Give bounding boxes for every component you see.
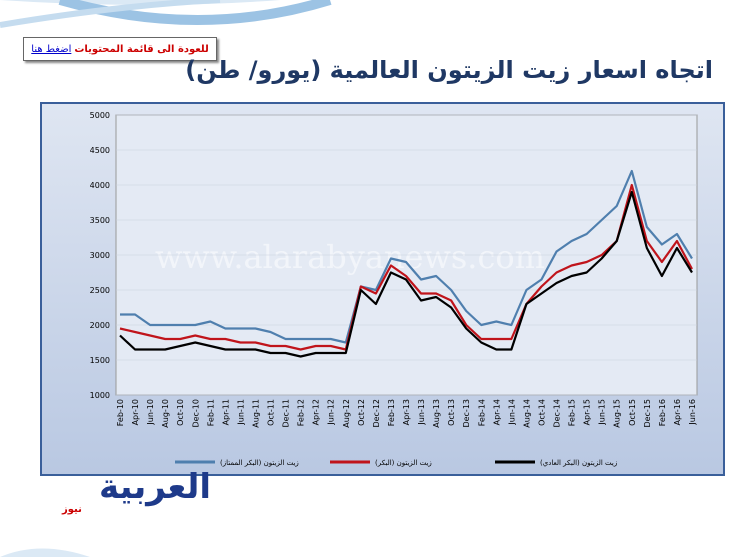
x-tick-label: Aug-12 bbox=[342, 399, 351, 428]
series-line bbox=[119, 183, 693, 351]
x-tick-label: Oct-14 bbox=[537, 399, 546, 426]
x-tick-label: Feb-12 bbox=[297, 399, 306, 426]
x-tick-label: Oct-15 bbox=[628, 399, 637, 426]
y-tick-label: 3000 bbox=[90, 251, 110, 260]
x-tick-label: Oct-11 bbox=[267, 399, 276, 426]
y-tick-label: 4500 bbox=[90, 146, 110, 155]
link-action[interactable]: اضغط هنا bbox=[31, 43, 72, 55]
x-tick-label: Jun-10 bbox=[146, 399, 155, 426]
x-tick-label: Aug-15 bbox=[613, 399, 622, 428]
x-tick-label: Dec-13 bbox=[462, 399, 471, 428]
x-tick-label: Apr-16 bbox=[673, 399, 682, 425]
x-tick-label: Jun-15 bbox=[598, 399, 607, 426]
logo-sub: نيوز bbox=[61, 504, 82, 515]
x-tick-label: Feb-14 bbox=[477, 399, 486, 426]
x-tick-label: Aug-14 bbox=[522, 399, 531, 428]
legend-label: زيت الزيتون (البكر العادي) bbox=[540, 459, 617, 467]
x-tick-label: Dec-12 bbox=[372, 399, 381, 428]
x-tick-label: Apr-15 bbox=[583, 399, 592, 425]
x-tick-label: Dec-11 bbox=[282, 399, 291, 428]
x-tick-label: Jun-11 bbox=[236, 399, 245, 426]
x-tick-label: Jun-16 bbox=[688, 399, 697, 426]
x-tick-label: Feb-13 bbox=[387, 399, 396, 426]
x-tick-label: Apr-11 bbox=[221, 399, 230, 425]
x-tick-label: Feb-15 bbox=[568, 399, 577, 426]
x-tick-label: Jun-13 bbox=[417, 399, 426, 426]
x-tick-label: Jun-14 bbox=[507, 399, 516, 426]
y-tick-label: 1000 bbox=[90, 391, 110, 400]
series-line bbox=[119, 190, 693, 358]
logo: العربية bbox=[99, 467, 211, 507]
y-tick-label: 2500 bbox=[90, 286, 110, 295]
chart-title: اتجاه اسعار زيت الزيتون العالمية (يورو/ … bbox=[185, 56, 713, 84]
x-tick-label: Apr-12 bbox=[312, 399, 321, 425]
x-tick-label: Dec-14 bbox=[553, 399, 562, 428]
link-text: للعودة الى قائمة المحتويات bbox=[74, 43, 209, 55]
legend-label: زيت الزيتون (البكر) bbox=[375, 459, 432, 467]
x-tick-label: Oct-10 bbox=[176, 399, 185, 426]
watermark: www.alarabyanews.com bbox=[155, 238, 545, 276]
x-tick-label: Apr-13 bbox=[402, 399, 411, 425]
x-tick-label: Oct-13 bbox=[447, 399, 456, 426]
x-tick-label: Dec-15 bbox=[643, 399, 652, 428]
y-tick-label: 5000 bbox=[90, 111, 110, 120]
x-tick-label: Jun-12 bbox=[327, 399, 336, 426]
x-tick-label: Apr-14 bbox=[492, 399, 501, 425]
x-tick-label: Dec-10 bbox=[191, 399, 200, 428]
swoosh bbox=[0, 0, 221, 28]
y-tick-label: 2000 bbox=[90, 321, 110, 330]
x-tick-label: Feb-16 bbox=[658, 399, 667, 426]
swoosh bbox=[0, 548, 90, 557]
x-tick-label: Oct-12 bbox=[357, 399, 366, 426]
x-tick-label: Feb-10 bbox=[116, 399, 125, 426]
legend-label: زيت الزيتون (البكر الممتاز) bbox=[220, 459, 299, 467]
x-tick-label: Aug-11 bbox=[251, 399, 260, 428]
y-tick-label: 3500 bbox=[90, 216, 110, 225]
back-link[interactable]: للعودة الى قائمة المحتويات اضغط هنا bbox=[23, 37, 217, 61]
y-tick-label: 4000 bbox=[90, 181, 110, 190]
x-tick-label: Apr-10 bbox=[131, 399, 140, 425]
x-tick-label: Aug-10 bbox=[161, 399, 170, 428]
series-line bbox=[120, 169, 693, 344]
y-tick-label: 1500 bbox=[90, 356, 110, 365]
x-tick-label: Feb-11 bbox=[206, 399, 215, 426]
x-tick-label: Aug-13 bbox=[432, 399, 441, 428]
